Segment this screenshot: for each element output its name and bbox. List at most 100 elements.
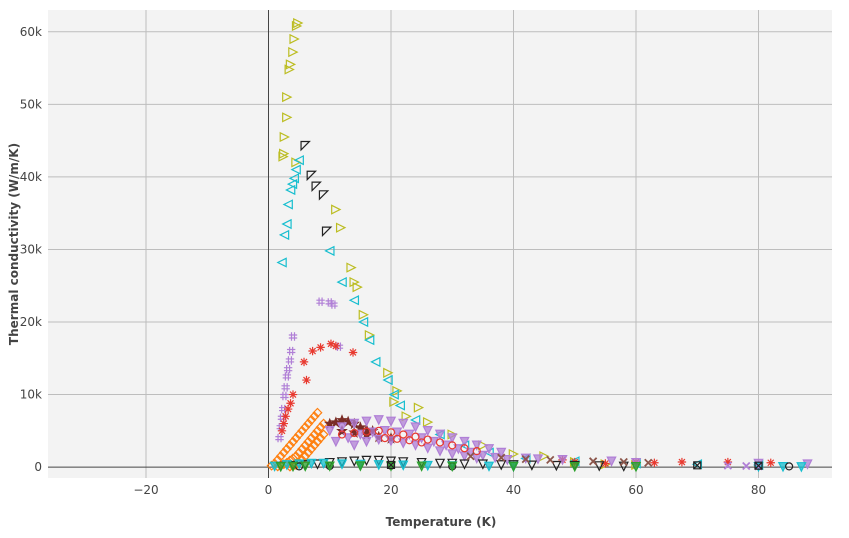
data-point [447, 449, 458, 460]
data-point [796, 462, 807, 473]
data-point [398, 418, 409, 430]
data-point [337, 430, 347, 439]
data-point [723, 457, 733, 467]
data-point [284, 64, 295, 75]
data-point [336, 422, 348, 433]
data-point [361, 416, 372, 427]
data-point [409, 414, 421, 426]
data-point [394, 400, 405, 411]
data-point [331, 341, 341, 351]
data-point [336, 414, 348, 426]
y-axis-ticks: 0 10k 20k 30k 40k 50k 60k [20, 25, 42, 474]
data-point [386, 428, 396, 437]
data-point [459, 459, 470, 470]
data-point [336, 276, 347, 288]
data-point [346, 262, 357, 273]
data-point [286, 178, 298, 190]
data-point [291, 20, 303, 32]
data-point [350, 428, 359, 438]
y-tick-label: 0 [34, 460, 42, 474]
data-point [275, 461, 286, 473]
data-point [326, 339, 336, 348]
data-point [276, 257, 287, 268]
data-point [411, 432, 420, 441]
data-point [650, 458, 659, 467]
data-point [383, 367, 394, 378]
data-point [283, 404, 293, 414]
data-points [266, 17, 813, 473]
data-point [434, 429, 446, 441]
data-point [502, 455, 513, 466]
data-point [508, 448, 520, 460]
data-point [382, 374, 393, 386]
x-tick-label: 20 [383, 483, 398, 497]
data-point [312, 459, 323, 470]
data-point [532, 454, 544, 465]
data-point [316, 297, 325, 306]
data-point [362, 427, 371, 436]
data-point [316, 343, 325, 352]
data-point [282, 372, 292, 381]
data-point [386, 460, 396, 470]
data-point [336, 459, 348, 470]
data-point [282, 91, 293, 103]
data-point [410, 440, 421, 451]
data-point [278, 151, 289, 162]
data-point [388, 389, 399, 400]
data-point [354, 421, 367, 433]
data-point [302, 375, 311, 385]
data-point [329, 300, 338, 309]
data-point [281, 383, 290, 392]
x-tick-label: 80 [751, 483, 766, 497]
data-point [434, 446, 446, 457]
data-point [299, 357, 309, 367]
data-point [766, 458, 775, 467]
data-point [288, 46, 299, 58]
data-point [526, 460, 538, 471]
data-point [318, 190, 330, 201]
data-point [279, 404, 288, 414]
data-point [348, 348, 358, 357]
data-point [311, 181, 322, 192]
data-point [277, 426, 287, 436]
data-point [349, 418, 360, 430]
data-point [398, 460, 409, 471]
data-point [355, 461, 366, 472]
y-axis-title: Thermal conductivity (W/m/K) [7, 143, 21, 345]
data-point [279, 419, 289, 428]
data-point [422, 416, 434, 428]
data-point [380, 433, 389, 443]
data-point [677, 457, 687, 467]
data-point [398, 438, 409, 449]
data-point [342, 433, 354, 444]
data-point [569, 461, 580, 473]
data-point [588, 457, 598, 466]
data-point [483, 461, 495, 472]
data-point [288, 332, 298, 341]
y-tick-label: 60k [20, 25, 42, 39]
data-point [601, 459, 610, 468]
data-point [325, 298, 334, 307]
data-point [413, 402, 425, 413]
data-point [606, 456, 617, 467]
data-point [619, 457, 628, 467]
data-point [357, 316, 369, 328]
x-axis-title: Temperature (K) [386, 515, 497, 529]
data-point [483, 444, 495, 455]
data-point [348, 295, 360, 306]
data-point [288, 390, 298, 399]
data-point [448, 441, 457, 450]
data-point [644, 458, 653, 467]
data-point [282, 199, 293, 210]
data-point [497, 453, 506, 462]
data-point [286, 346, 296, 356]
data-point [361, 436, 372, 448]
data-point [352, 282, 363, 293]
data-point [754, 461, 763, 470]
data-point [521, 454, 530, 464]
data-point [489, 452, 501, 464]
data-point [278, 229, 290, 241]
data-point [364, 334, 375, 346]
data-point [269, 461, 280, 472]
data-point [289, 33, 300, 45]
